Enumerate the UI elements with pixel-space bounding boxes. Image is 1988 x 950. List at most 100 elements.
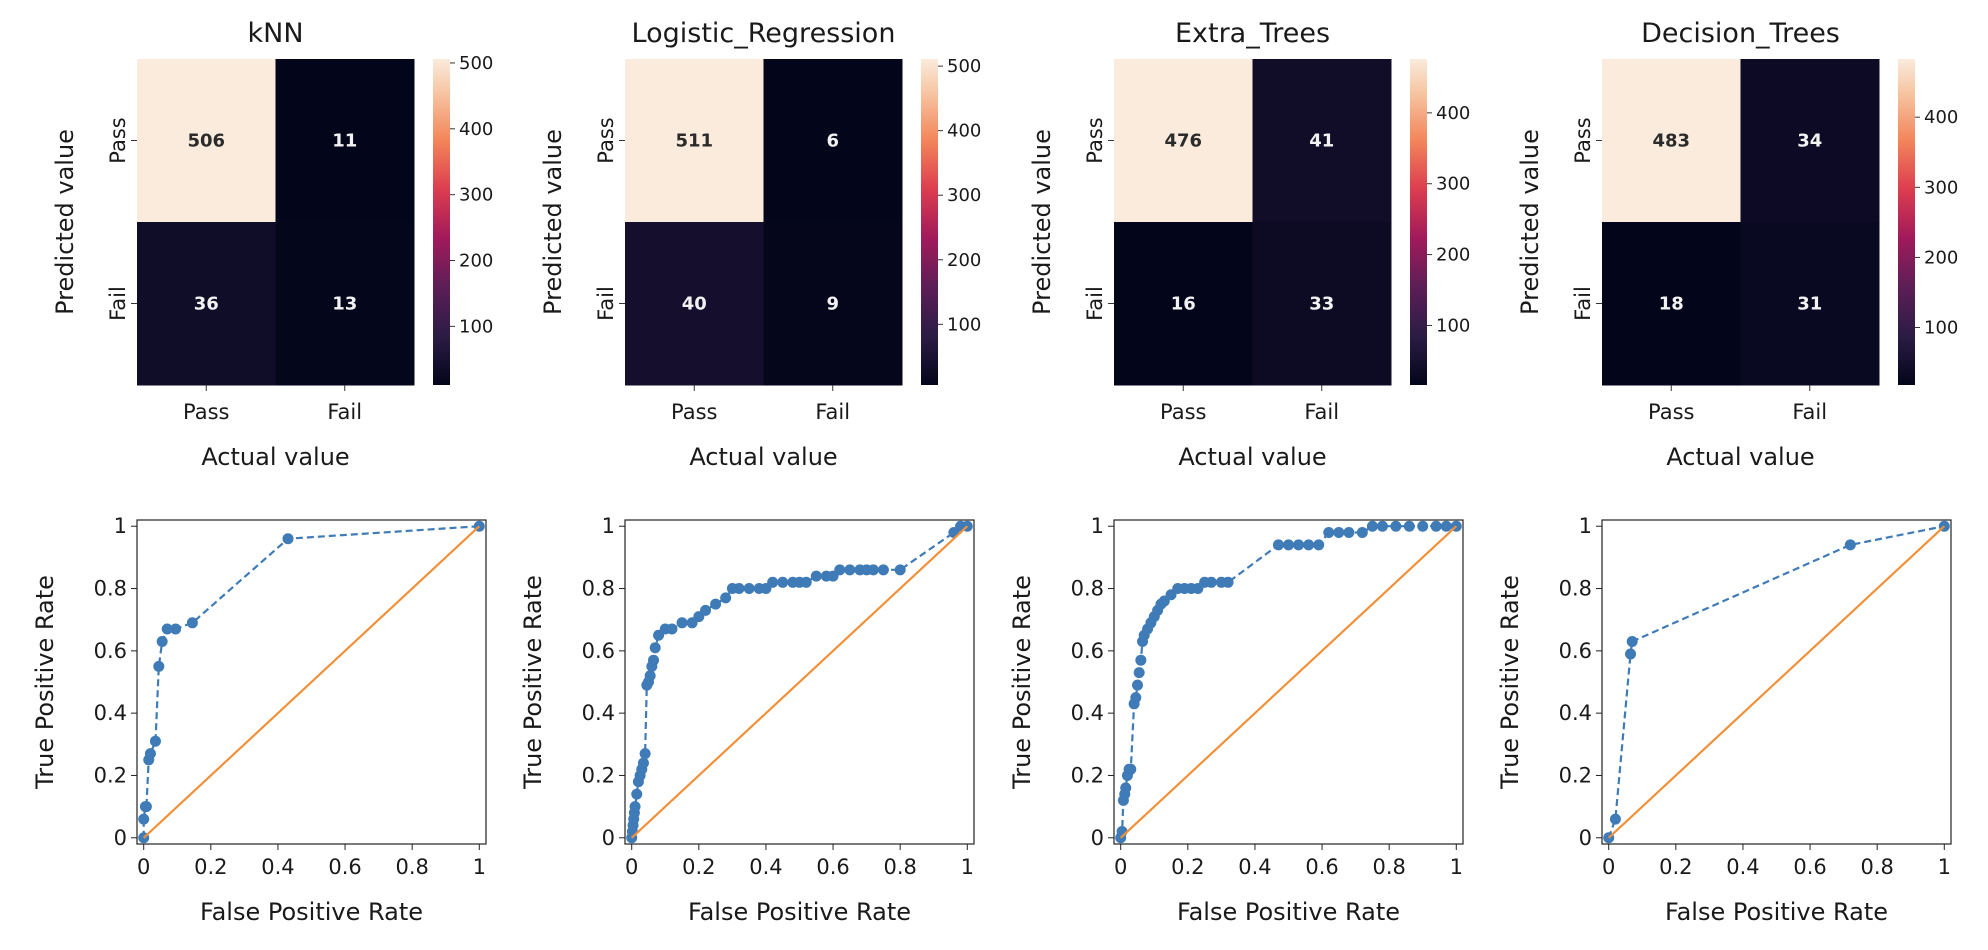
colorbar-tick-label: 300 <box>459 185 493 206</box>
y-tick-label: 1 <box>602 514 615 538</box>
y-tick-label: 1 <box>1579 514 1592 538</box>
x-tick-label: 0.6 <box>1793 855 1826 879</box>
y-tick-label: Pass <box>1571 117 1595 163</box>
x-tick-label: 0.6 <box>816 855 849 879</box>
x-axis-label: Actual value <box>1666 443 1814 471</box>
y-tick-label: 0.4 <box>1559 701 1592 725</box>
roc-point <box>720 592 732 604</box>
y-tick-label: 0.2 <box>1071 763 1104 787</box>
roc-point <box>629 801 641 813</box>
x-tick-label: 0 <box>625 855 638 879</box>
y-tick-label: 1 <box>1091 514 1104 538</box>
x-tick-label: 0.8 <box>883 855 916 879</box>
roc-point <box>1222 576 1234 588</box>
roc-point <box>1130 692 1142 704</box>
heatmap-panel: Logistic_Regression 511 6 40 9 Pass Fail Pass Fa… <box>539 18 981 471</box>
roc-point <box>1626 636 1638 647</box>
heatmap-cell <box>275 59 415 223</box>
plot-frame <box>1113 519 1464 845</box>
colorbar-tick-label: 500 <box>459 53 493 74</box>
roc-point <box>844 564 856 576</box>
roc-point <box>648 654 660 666</box>
roc-point <box>710 598 722 610</box>
roc-point <box>834 564 846 576</box>
roc-panel: 0 0.2 0.4 0.6 0.8 1 0 0.2 0.4 0.6 0.8 1 False Positi… <box>1496 514 1952 926</box>
roc-point <box>1440 520 1452 532</box>
heatmap-cell <box>275 222 415 386</box>
x-tick-label: 0.2 <box>194 855 227 879</box>
roc-point <box>1366 520 1378 532</box>
roc-point <box>1135 654 1147 666</box>
roc-point <box>1125 763 1137 775</box>
roc-point <box>1417 520 1429 532</box>
roc-point <box>156 636 168 647</box>
x-tick-label: 0.4 <box>261 855 294 879</box>
roc-point <box>777 576 789 588</box>
y-tick-label: 0.4 <box>582 701 615 725</box>
heatmap-cell <box>1114 59 1253 223</box>
chart-title: Extra_Trees <box>1175 18 1330 49</box>
diagonal-reference-line <box>630 525 969 839</box>
x-tick-label: 0.4 <box>1238 855 1271 879</box>
y-tick-label: Fail <box>1083 286 1107 321</box>
x-tick-label: 0.8 <box>1860 855 1893 879</box>
roc-point <box>1333 526 1345 538</box>
x-axis-label: Actual value <box>689 443 837 471</box>
roc-point <box>637 757 649 769</box>
roc-point <box>1390 520 1402 532</box>
colorbar-tick-label: 400 <box>947 121 981 142</box>
roc-point <box>161 623 173 635</box>
y-tick-label: Fail <box>594 286 618 321</box>
roc-point <box>1272 539 1284 551</box>
roc-point <box>676 617 688 629</box>
y-tick-label: 0.8 <box>94 577 127 601</box>
y-tick-label: 0.6 <box>1559 639 1592 663</box>
x-tick-label: Fail <box>1304 400 1339 424</box>
chart-title: Decision_Trees <box>1641 18 1840 49</box>
x-tick-label: 0 <box>137 855 150 879</box>
x-tick-label: 0.6 <box>1305 855 1338 879</box>
colorbar-tick-label: 400 <box>1436 103 1470 124</box>
x-tick-label: Fail <box>815 400 850 424</box>
roc-point <box>1430 520 1442 532</box>
x-tick-label: 0.8 <box>395 855 428 879</box>
roc-point <box>1625 648 1637 660</box>
roc-point <box>867 564 879 576</box>
x-tick-label: 0 <box>1114 855 1127 879</box>
cell-annotation: 41 <box>1309 131 1334 152</box>
roc-point <box>1376 520 1388 532</box>
colorbar-tick-label: 100 <box>1924 318 1958 339</box>
colorbar-tick-label: 400 <box>1924 107 1958 128</box>
colorbar <box>1898 59 1915 385</box>
colorbar-tick-label: 300 <box>1924 177 1958 198</box>
colorbar-tick-label: 200 <box>459 251 493 272</box>
y-tick-label: 0.4 <box>1071 701 1104 725</box>
cell-annotation: 9 <box>826 294 839 315</box>
y-axis-label: True Positive Rate <box>1008 575 1036 790</box>
diagonal-reference-line <box>1607 525 1946 839</box>
y-axis-label: True Positive Rate <box>519 575 547 790</box>
colorbar <box>433 59 450 385</box>
x-tick-label: Fail <box>1792 400 1827 424</box>
roc-point <box>170 623 182 635</box>
roc-point <box>186 617 198 629</box>
plot-frame <box>136 519 487 845</box>
roc-point <box>149 735 161 747</box>
roc-point <box>1131 679 1143 691</box>
plot-frame <box>624 519 975 845</box>
roc-point <box>1205 576 1217 588</box>
x-tick-label: 1 <box>1450 855 1463 879</box>
heatmap-cell <box>1252 222 1392 386</box>
x-tick-label: 1 <box>1938 855 1951 879</box>
colorbar-tick-label: 200 <box>1924 247 1958 268</box>
x-tick-label: 0.2 <box>1171 855 1204 879</box>
roc-point <box>1343 526 1355 538</box>
cell-annotation: 6 <box>826 131 839 152</box>
x-tick-label: 0.4 <box>749 855 782 879</box>
y-tick-label: 0.6 <box>1071 639 1104 663</box>
x-tick-label: 1 <box>961 855 974 879</box>
roc-point <box>877 564 889 576</box>
roc-point <box>1323 526 1335 538</box>
heatmap-cell <box>625 59 764 223</box>
y-tick-label: 0.2 <box>582 763 615 787</box>
